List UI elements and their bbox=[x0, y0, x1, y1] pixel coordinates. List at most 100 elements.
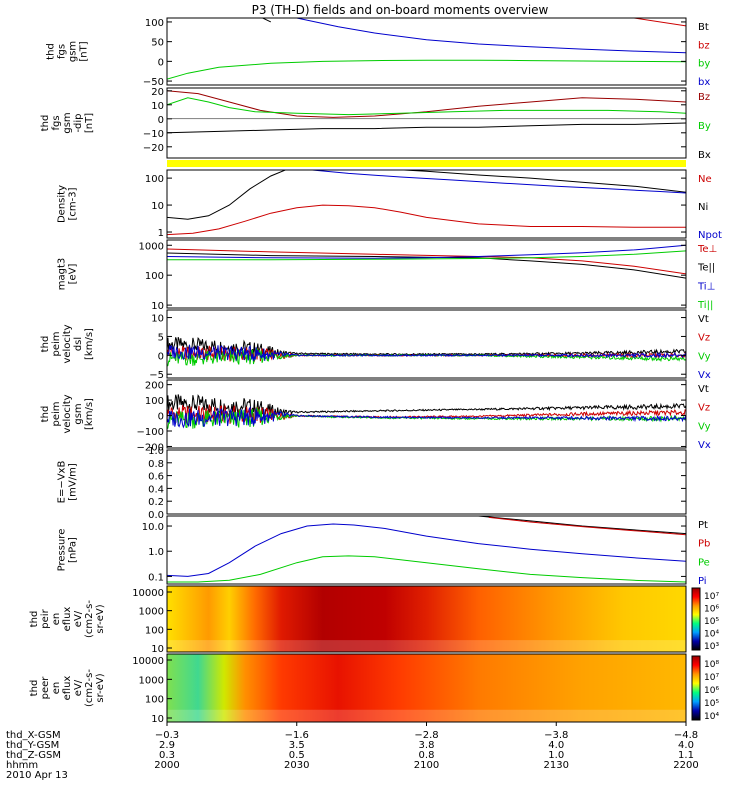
series-temperature-0 bbox=[167, 248, 686, 275]
series-temperature-2 bbox=[167, 244, 686, 259]
legend-label: Pb bbox=[698, 539, 710, 550]
x-axis-value: 2100 bbox=[414, 760, 439, 771]
y-axis-label: en bbox=[51, 682, 62, 695]
x-axis-row-label: thd_Z-GSM bbox=[6, 750, 61, 761]
y-tick-label: −20 bbox=[143, 143, 164, 154]
y-axis-label: peim bbox=[51, 331, 62, 356]
panel-frame bbox=[166, 379, 687, 449]
x-axis-value: 4.0 bbox=[678, 740, 694, 751]
colorbar-label: 10⁷ bbox=[704, 673, 719, 683]
y-axis-label: gsm bbox=[73, 403, 84, 424]
series-fgs-3 bbox=[296, 18, 686, 54]
y-tick-label: −10 bbox=[143, 129, 164, 140]
y-axis-label: velocity bbox=[62, 394, 73, 433]
x-axis-value: 2200 bbox=[673, 760, 698, 771]
y-tick-label: 10 bbox=[151, 644, 164, 655]
y-axis-label: peer bbox=[40, 676, 51, 700]
legend-label: Vx bbox=[698, 370, 711, 381]
y-axis-label: magt3 bbox=[57, 258, 68, 291]
colorbar-label: 10⁶ bbox=[704, 686, 719, 696]
panel-frame bbox=[166, 449, 687, 515]
y-axis-label: eflux bbox=[62, 607, 73, 632]
y-tick-label: 200 bbox=[145, 381, 164, 392]
series-fgs_dip-2 bbox=[167, 122, 686, 134]
y-tick-label: 0.4 bbox=[148, 484, 164, 495]
x-axis-value: 2130 bbox=[544, 760, 569, 771]
colorbar-label: 10⁵ bbox=[704, 699, 719, 709]
series-density-2 bbox=[312, 170, 686, 194]
y-tick-label: 10 bbox=[151, 714, 164, 725]
y-axis-label: Pressure bbox=[57, 529, 68, 572]
y-tick-label: 0.1 bbox=[148, 572, 164, 583]
colorbar-label: 10⁵ bbox=[704, 617, 719, 627]
legend-label: Ti⊥ bbox=[697, 281, 715, 292]
y-axis-label: thd bbox=[40, 115, 51, 132]
x-axis-value: 0.5 bbox=[289, 750, 305, 761]
y-tick-label: −5 bbox=[149, 370, 164, 381]
panel-peer: thd peer en eflux eV/(cm2-s-sr-eV) 10000 1000 1… bbox=[29, 653, 719, 725]
legend-label: Ti|| bbox=[697, 300, 713, 311]
panel-velocity_gsm: thd peim velocity gsm [km/s] Vt Vz Vy Vx 200 100 0 −… bbox=[40, 379, 711, 453]
y-axis-label: -dip bbox=[73, 113, 84, 132]
legend-label: Ni bbox=[698, 202, 708, 213]
y-tick-label: 0.6 bbox=[148, 472, 164, 483]
y-axis-label: peim bbox=[51, 401, 62, 426]
y-axis-label: thd bbox=[29, 680, 40, 697]
legend-label: Bx bbox=[698, 150, 711, 161]
x-axis-value: −0.3 bbox=[155, 730, 179, 741]
legend-label: Vy bbox=[698, 351, 711, 362]
y-tick-label: 100 bbox=[145, 625, 164, 636]
y-tick-label: 1 bbox=[158, 228, 164, 239]
series-fgs_dip-0 bbox=[167, 90, 686, 118]
y-tick-label: 100 bbox=[145, 271, 164, 282]
series-velocity_dsl-2 bbox=[167, 347, 686, 367]
legend-label: Pi bbox=[698, 576, 707, 587]
y-tick-label: −200 bbox=[137, 442, 164, 453]
y-tick-label: 50 bbox=[151, 38, 164, 49]
panel-frame bbox=[166, 169, 687, 239]
y-tick-label: 1000 bbox=[139, 607, 164, 618]
panel-peir: thd peir en eflux eV/(cm2-s-sr-eV) 10000 1000 1… bbox=[29, 585, 719, 655]
y-axis-label: eV/ bbox=[73, 679, 84, 696]
y-tick-label: 0.0 bbox=[148, 510, 164, 521]
y-axis-label: [eV] bbox=[68, 264, 79, 285]
x-axis-value: 0.8 bbox=[419, 750, 435, 761]
y-axis-label: [nT] bbox=[79, 41, 90, 61]
x-axis-row-label: thd_Y-GSM bbox=[6, 740, 59, 751]
y-axis-label: fgs bbox=[51, 115, 62, 130]
y-tick-label: 1000 bbox=[139, 675, 164, 686]
figure-title: P3 (TH-D) fields and on-board moments ov… bbox=[252, 3, 549, 17]
legend-label: Te⊥ bbox=[697, 244, 717, 255]
y-axis-label: fgs bbox=[57, 44, 68, 59]
legend-label: Vz bbox=[698, 403, 710, 414]
legend-label: by bbox=[698, 59, 710, 70]
y-tick-label: 0.2 bbox=[148, 497, 164, 508]
x-axis-footer: thd_X-GSM −0.3 −1.6 −2.8 −3.8 −4.8 thd_Y-GSM 2.… bbox=[6, 722, 699, 781]
y-tick-label: 1.0 bbox=[148, 446, 164, 457]
y-tick-label: 100 bbox=[145, 174, 164, 185]
y-axis-label: [nPa] bbox=[68, 537, 79, 563]
heatmap-band bbox=[167, 640, 686, 652]
x-axis-value: 1.1 bbox=[678, 750, 694, 761]
x-axis-value: 2030 bbox=[284, 760, 309, 771]
heatmap-peir bbox=[167, 586, 686, 652]
series-velocity_dsl-3 bbox=[167, 344, 686, 362]
x-axis-value: 3.5 bbox=[289, 740, 305, 751]
y-axis-label: (cm2-s- bbox=[84, 669, 95, 707]
colorbar-peir bbox=[691, 587, 701, 651]
y-axis-label: sr-eV) bbox=[95, 673, 106, 702]
x-axis-value: 1.0 bbox=[548, 750, 564, 761]
panel-fgs: thd fgs gsm [nT] Bt bz by bx 100 50 0 −50 bbox=[46, 17, 710, 88]
y-tick-label: 10 bbox=[151, 301, 164, 312]
colorbar-label: 10⁶ bbox=[704, 605, 719, 615]
x-axis-value: −4.8 bbox=[674, 730, 698, 741]
x-axis-value: −1.6 bbox=[285, 730, 309, 741]
y-tick-label: 10 bbox=[151, 314, 164, 325]
y-axis-label: [cm-3] bbox=[68, 187, 79, 220]
series-velocity_gsm-3 bbox=[167, 405, 686, 429]
heatmap-band bbox=[167, 709, 686, 722]
series-pressure-0 bbox=[478, 516, 686, 535]
y-tick-label: 0 bbox=[158, 57, 164, 68]
y-tick-label: 0 bbox=[158, 115, 164, 126]
